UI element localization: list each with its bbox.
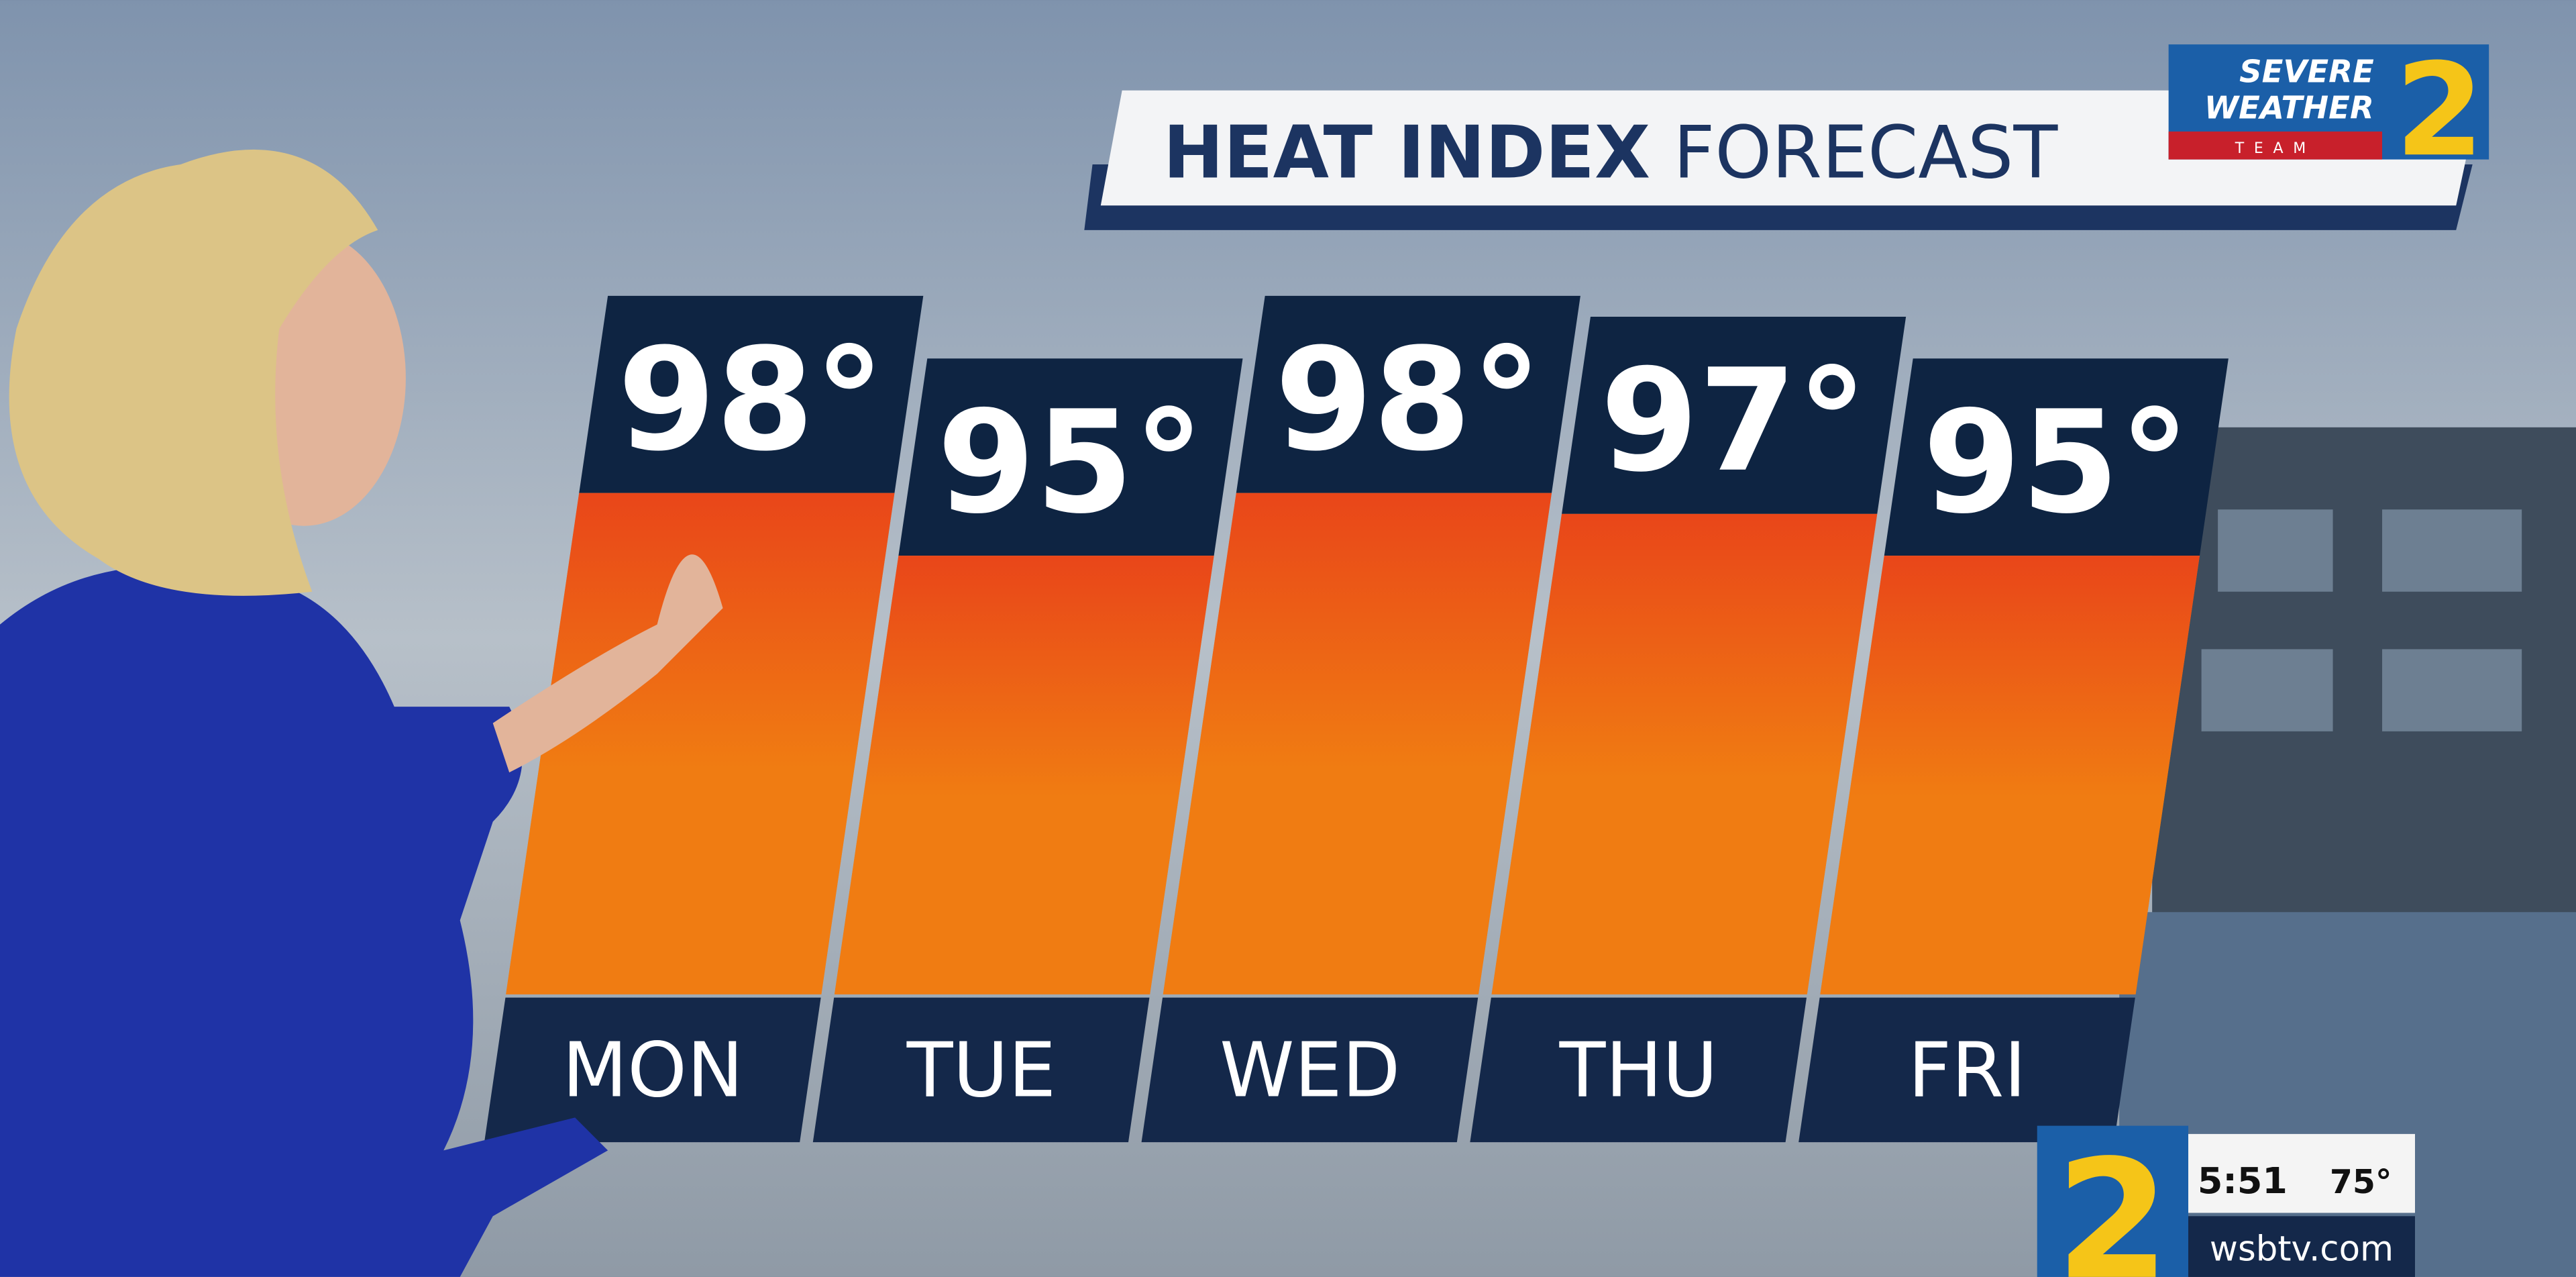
day-box: [1470, 997, 1807, 1143]
window: [2218, 509, 2333, 592]
value-label: 95°: [1923, 380, 2190, 545]
day-box: [484, 997, 821, 1143]
logo-team: TEAM: [2235, 140, 2316, 157]
window: [2382, 509, 2522, 592]
ticker-website: wsbtv.com: [2210, 1229, 2394, 1269]
value-label: 97°: [1600, 339, 1867, 503]
day-label: FRI: [1908, 1026, 2026, 1115]
presenter: [0, 149, 723, 1277]
window: [2382, 649, 2522, 731]
logo-number: 2: [2395, 36, 2484, 185]
value-box: [579, 295, 924, 493]
day-box: [1799, 997, 2135, 1143]
value-box: [1236, 295, 1580, 493]
logo-line: SEVERE: [2239, 54, 2374, 90]
title: HEAT INDEX: [1163, 111, 1650, 195]
bar-heat: [506, 493, 895, 994]
value-label: 98°: [618, 318, 885, 482]
value-box: [1884, 358, 2229, 556]
bar-heat: [1163, 493, 1552, 994]
bar-heat: [1820, 556, 2200, 994]
day-box: [812, 997, 1150, 1143]
ticker: 2 5:51 75° wsbtv.com: [2037, 1125, 2415, 1277]
value-label: 98°: [1275, 318, 1542, 482]
logo-line: WEATHER: [2204, 89, 2374, 125]
day-label: WED: [1220, 1026, 1400, 1115]
day-label: THU: [1559, 1026, 1718, 1115]
ticker-number: 2: [2055, 1125, 2169, 1277]
title-banner: HEAT INDEX FORECAST: [1084, 90, 2481, 230]
value-label: 95°: [937, 380, 1204, 545]
columns: 98° MON 95° TUE 98° WED 97° THU 95° FRI: [484, 295, 2229, 1143]
subtitle: FORECAST: [1673, 111, 2058, 195]
bar-heat: [1491, 513, 1878, 994]
day-box: [1141, 997, 1479, 1143]
value-box: [898, 358, 1243, 556]
day-label: TUE: [906, 1026, 1056, 1115]
ticker-temperature: 75°: [2330, 1163, 2392, 1201]
ticker-time: 5:51: [2198, 1160, 2288, 1202]
window: [2201, 649, 2333, 731]
day-label: MON: [562, 1026, 743, 1115]
value-box: [1562, 316, 1907, 514]
station-logo: SEVERE WEATHER TEAM 2: [2168, 36, 2489, 185]
bar-heat: [834, 556, 1214, 994]
